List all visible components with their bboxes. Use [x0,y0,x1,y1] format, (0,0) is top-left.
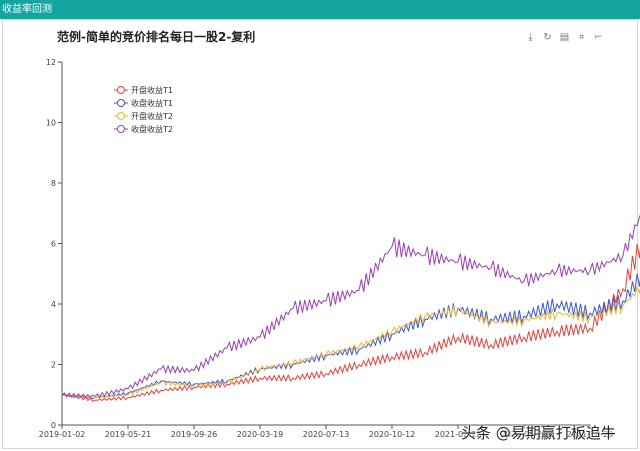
y-tick-label: 8 [51,179,56,188]
y-tick-label: 10 [46,119,56,128]
chart-legend[interactable]: 开盘收益T1 收盘收益T1 开盘收益T2 收盘收益T2 [114,85,173,134]
y-tick-label: 12 [46,58,56,67]
legend-marker-icon [117,99,125,107]
x-tick-label: 2020-07-13 [303,430,350,439]
window-title: 收益率回测 [0,0,640,19]
series-line-1 [61,243,640,402]
x-tick-label: 2019-01-02 [39,430,86,439]
y-tick-label: 0 [51,421,56,430]
x-tick-label: 2020-03-19 [237,430,284,439]
y-tick-label: 6 [51,240,56,249]
zoom-reset-icon[interactable]: ⌐ [594,32,603,43]
chart-title: 范例-简单的竞价排名每日一股2-复利 [57,30,256,44]
x-tick-label: 2019-05-21 [105,430,152,439]
legend-label: 开盘收益T2 [131,111,173,121]
watermark-text: 头条 @易期赢打板追牛 [461,424,616,442]
y-tick-label: 4 [51,300,56,309]
legend-label: 收盘收益T2 [131,124,173,134]
restore-icon[interactable]: ↻ [543,32,552,43]
chart-panel [2,19,638,449]
legend-marker-icon [117,125,125,133]
legend-item-3[interactable]: 开盘收益T2 [114,111,173,121]
legend-marker-icon [117,112,125,120]
legend-label: 开盘收益T1 [131,85,173,95]
series-line-3 [61,285,640,400]
download-icon[interactable]: ⤓ [528,32,533,43]
y-tick-label: 2 [51,361,56,370]
legend-item-4[interactable]: 收盘收益T2 [114,124,173,134]
x-tick-label: 2021-10-29 [567,430,614,439]
x-tick-label: 2021-02-22 [435,430,482,439]
data-view-icon[interactable]: ▤ [559,32,570,43]
legend-item-2[interactable]: 收盘收益T1 [114,98,173,108]
chart-toolbox: ⤓ ↻ ▤ ⌗ ⌐ [524,31,605,44]
legend-item-1[interactable]: 开盘收益T1 [114,85,173,95]
series-line-4 [61,214,640,399]
series-line-2 [61,273,640,400]
x-tick-label: 2020-10-12 [369,430,416,439]
zoom-icon[interactable]: ⌗ [578,32,585,43]
x-tick-label: 2021-06-22 [501,430,548,439]
legend-label: 收盘收益T1 [131,98,173,108]
chart-series [61,214,640,402]
legend-marker-icon [117,86,125,94]
x-tick-label: 2019-09-26 [171,430,218,439]
chart-axes: 0 2 4 6 8 10 12 2019-01-02 2019-05-21 2019-09-26 2… [39,58,614,439]
